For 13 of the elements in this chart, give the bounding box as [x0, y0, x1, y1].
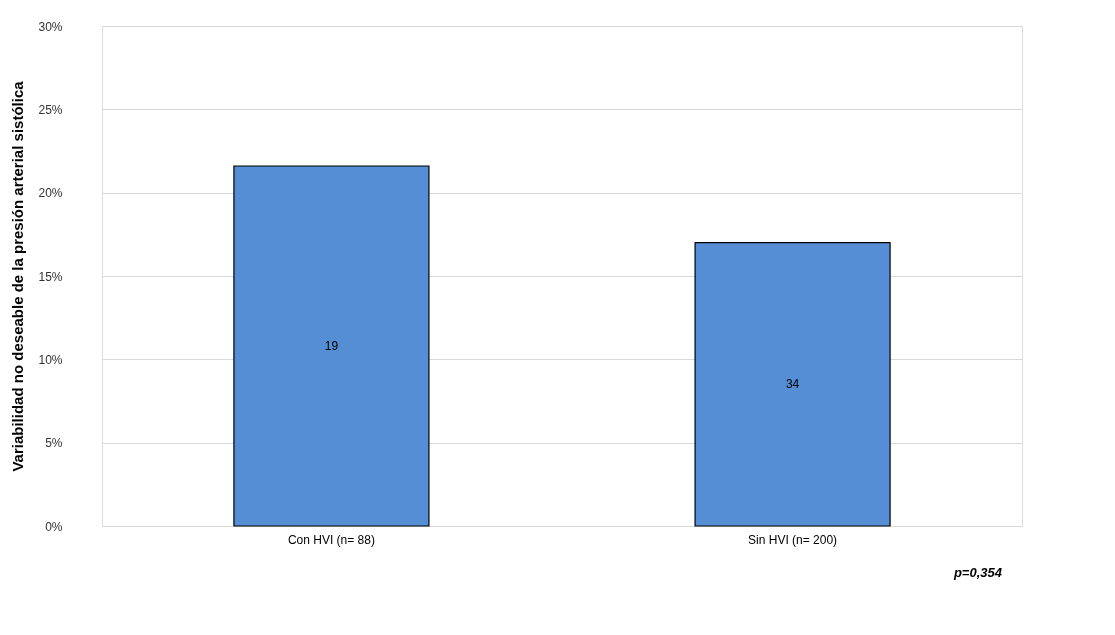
annotation: 19 — [324, 339, 339, 353]
y-tick-label: 30% — [38, 19, 63, 34]
x-tick-label: Sin HVI (n= 200) — [748, 532, 838, 547]
y-axis-title: Variabilidad no deseable de la presión arterial sistólica — [9, 80, 27, 472]
y-tick-label: 10% — [38, 352, 63, 367]
y-tick-label: 0% — [45, 519, 63, 534]
text: p=0,354 — [952, 565, 1003, 580]
x-tick-label: Con HVI (n= 88) — [287, 532, 375, 547]
y-tick-label: 20% — [38, 186, 63, 201]
y-tick-label: 25% — [38, 102, 63, 117]
annotation: 34 — [785, 377, 800, 392]
y-tick-label: 15% — [38, 269, 63, 284]
y-tick-label: 5% — [45, 436, 63, 451]
